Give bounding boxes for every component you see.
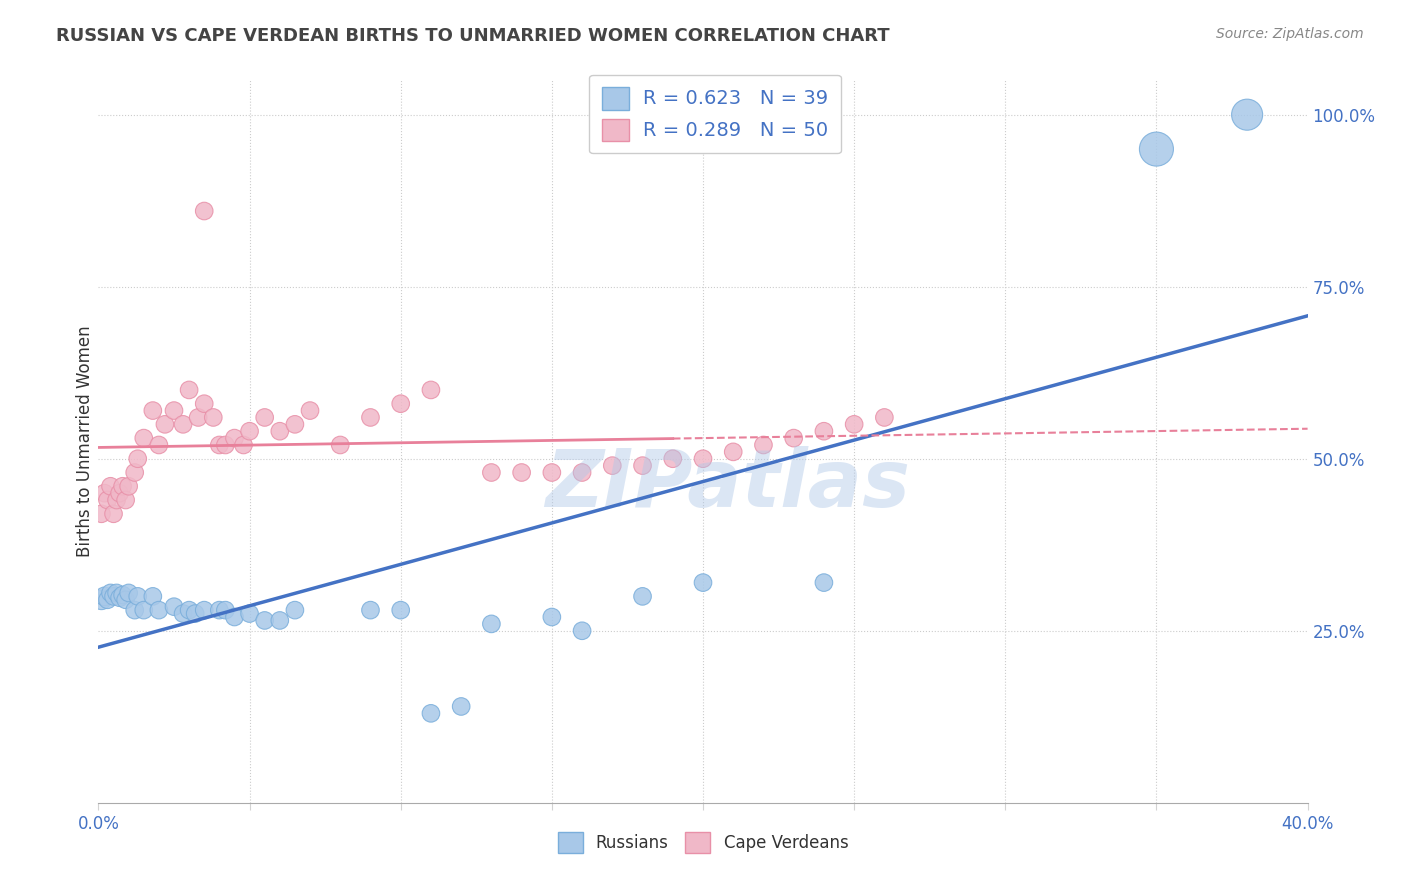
Text: ZIPatlas: ZIPatlas [544, 446, 910, 524]
Point [450, 699, 472, 714]
Point [389, 603, 412, 617]
Point [813, 424, 835, 438]
Point [571, 466, 593, 480]
Point [269, 614, 291, 628]
Point [783, 431, 806, 445]
Point [360, 410, 382, 425]
Point [481, 616, 503, 631]
Point [481, 466, 503, 480]
Point [93, 486, 115, 500]
Point [132, 603, 155, 617]
Point [148, 438, 170, 452]
Point [103, 590, 125, 604]
Point [193, 397, 215, 411]
Point [540, 610, 562, 624]
Point [389, 397, 412, 411]
Point [111, 588, 134, 602]
Legend: Russians, Cape Verdeans: Russians, Cape Verdeans [551, 826, 855, 860]
Point [132, 431, 155, 445]
Point [1236, 108, 1258, 122]
Point [269, 424, 291, 438]
Point [127, 451, 149, 466]
Point [1144, 142, 1167, 156]
Point [284, 603, 307, 617]
Point [813, 575, 835, 590]
Point [108, 486, 131, 500]
Point [602, 458, 624, 473]
Point [692, 575, 714, 590]
Point [90, 507, 112, 521]
Point [208, 603, 231, 617]
Point [873, 410, 896, 425]
Point [108, 591, 131, 605]
Point [232, 438, 254, 452]
Point [118, 586, 141, 600]
Point [111, 479, 134, 493]
Point [163, 403, 186, 417]
Point [723, 445, 745, 459]
Point [193, 603, 215, 617]
Y-axis label: Births to Unmarried Women: Births to Unmarried Women [76, 326, 94, 558]
Point [124, 603, 146, 617]
Point [93, 590, 115, 604]
Point [631, 458, 654, 473]
Point [172, 607, 194, 621]
Point [692, 451, 714, 466]
Point [100, 479, 122, 493]
Point [142, 590, 165, 604]
Point [571, 624, 593, 638]
Point [661, 451, 683, 466]
Point [420, 706, 443, 721]
Point [105, 493, 128, 508]
Text: Source: ZipAtlas.com: Source: ZipAtlas.com [1216, 27, 1364, 41]
Point [253, 410, 276, 425]
Point [103, 507, 125, 521]
Point [510, 466, 533, 480]
Point [90, 592, 112, 607]
Point [253, 614, 276, 628]
Point [142, 403, 165, 417]
Point [360, 603, 382, 617]
Point [193, 204, 215, 219]
Point [105, 586, 128, 600]
Point [148, 603, 170, 617]
Point [214, 438, 236, 452]
Point [202, 410, 225, 425]
Point [96, 493, 118, 508]
Point [208, 438, 231, 452]
Point [239, 607, 262, 621]
Point [114, 592, 136, 607]
Point [118, 479, 141, 493]
Point [96, 592, 118, 607]
Point [127, 590, 149, 604]
Point [124, 466, 146, 480]
Point [114, 493, 136, 508]
Point [752, 438, 775, 452]
Point [329, 438, 352, 452]
Point [163, 599, 186, 614]
Point [844, 417, 866, 432]
Point [179, 603, 201, 617]
Point [187, 410, 209, 425]
Point [224, 610, 246, 624]
Point [100, 586, 122, 600]
Point [184, 607, 207, 621]
Text: RUSSIAN VS CAPE VERDEAN BIRTHS TO UNMARRIED WOMEN CORRELATION CHART: RUSSIAN VS CAPE VERDEAN BIRTHS TO UNMARR… [56, 27, 890, 45]
Point [299, 403, 322, 417]
Point [284, 417, 307, 432]
Point [179, 383, 201, 397]
Point [239, 424, 262, 438]
Point [224, 431, 246, 445]
Point [172, 417, 194, 432]
Point [631, 590, 654, 604]
Point [540, 466, 562, 480]
Point [214, 603, 236, 617]
Point [420, 383, 443, 397]
Point [153, 417, 176, 432]
